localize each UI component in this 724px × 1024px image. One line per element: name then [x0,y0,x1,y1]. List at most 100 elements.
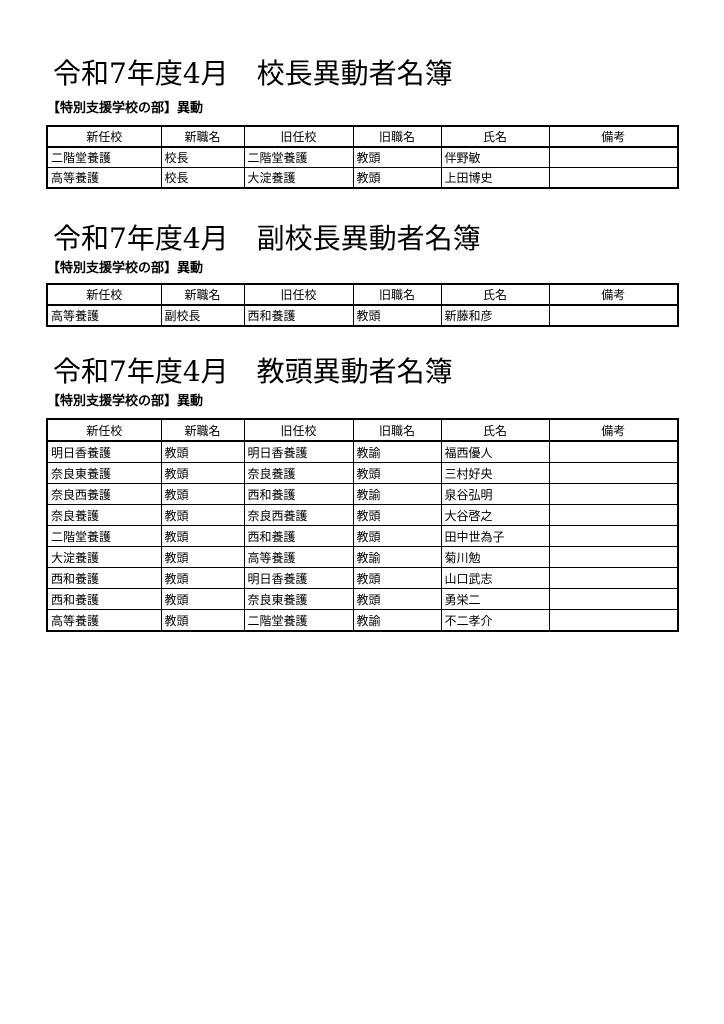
table-row: 明日香養護 教頭 明日香養護 教諭 福西優人 [46,440,679,463]
column-header-old-school: 旧任校 [243,283,354,306]
section-title-principal: 令和7年度4月 校長異動者名簿 [53,57,453,91]
cell-new-school: 奈良東養護 [46,462,162,484]
cell-remarks [548,567,679,589]
cell-new-school: 奈良養護 [46,504,162,526]
cell-old-school: 二階堂養護 [243,609,354,632]
cell-old-title: 教諭 [352,546,442,568]
cell-new-title: 教頭 [160,525,245,547]
column-header-old-school: 旧任校 [243,125,354,148]
title-era: 令和7年度4月 [53,57,229,90]
cell-name: 大谷啓之 [440,504,550,526]
cell-remarks [548,609,679,632]
column-header-name: 氏名 [440,418,550,442]
cell-name: 三村好央 [440,462,550,484]
cell-name: 福西優人 [440,440,550,463]
section-title-deputy-principal: 令和7年度4月 教頭異動者名簿 [53,355,453,389]
table-row: 高等養護 校長 大淀養護 教頭 上田博史 [46,167,679,189]
cell-new-title: 教頭 [160,462,245,484]
category-label-vice-principal: 【特別支援学校の部】異動 [47,260,204,275]
cell-remarks [548,483,679,505]
cell-new-school: 二階堂養護 [46,525,162,547]
cell-new-title: 校長 [160,167,245,189]
cell-name: 新藤和彦 [440,304,550,327]
cell-old-school: 西和養護 [243,525,354,547]
table-row: 西和養護 教頭 明日香養護 教頭 山口武志 [46,567,679,589]
cell-remarks [548,146,679,168]
cell-old-school: 明日香養護 [243,567,354,589]
cell-name: 田中世為子 [440,525,550,547]
column-header-new-title: 新職名 [160,283,245,306]
cell-remarks [548,588,679,610]
cell-old-school: 大淀養護 [243,167,354,189]
title-name: 副校長異動者名簿 [256,222,481,255]
category-label-principal: 【特別支援学校の部】異動 [47,100,204,115]
cell-new-school: 西和養護 [46,567,162,589]
table-row: 高等養護 教頭 二階堂養護 教諭 不二孝介 [46,609,679,632]
transfer-table-vice-principal: 新任校 新職名 旧任校 旧職名 氏名 備考 高等養護 副校長 西和養護 教頭 新… [46,283,679,327]
cell-name: 上田博史 [440,167,550,189]
table-row: 二階堂養護 校長 二階堂養護 教頭 伴野敏 [46,146,679,168]
cell-new-school: 高等養護 [46,167,162,189]
cell-old-school: 奈良東養護 [243,588,354,610]
cell-new-title: 校長 [160,146,245,168]
cell-old-school: 高等養護 [243,546,354,568]
column-header-new-school: 新任校 [46,283,162,306]
cell-remarks [548,304,679,327]
cell-old-title: 教頭 [352,588,442,610]
cell-new-title: 教頭 [160,483,245,505]
header-row: 新任校 新職名 旧任校 旧職名 氏名 備考 [46,418,679,442]
cell-old-title: 教頭 [352,462,442,484]
cell-old-title: 教諭 [352,609,442,632]
cell-new-title: 副校長 [160,304,245,327]
cell-old-school: 奈良養護 [243,462,354,484]
cell-old-school: 二階堂養護 [243,146,354,168]
cell-old-title: 教諭 [352,440,442,463]
table-row: 高等養護 副校長 西和養護 教頭 新藤和彦 [46,304,679,327]
cell-new-school: 二階堂養護 [46,146,162,168]
cell-name: 不二孝介 [440,609,550,632]
cell-new-school: 西和養護 [46,588,162,610]
column-header-remarks: 備考 [548,125,679,148]
header-row: 新任校 新職名 旧任校 旧職名 氏名 備考 [46,283,679,306]
title-name: 教頭異動者名簿 [256,355,453,388]
column-header-new-title: 新職名 [160,125,245,148]
column-header-name: 氏名 [440,283,550,306]
column-header-new-title: 新職名 [160,418,245,442]
cell-new-title: 教頭 [160,440,245,463]
title-name: 校長異動者名簿 [256,57,453,90]
table-row: 奈良養護 教頭 奈良西養護 教頭 大谷啓之 [46,504,679,526]
cell-name: 勇栄二 [440,588,550,610]
cell-old-school: 西和養護 [243,483,354,505]
transfer-table-deputy-principal: 新任校 新職名 旧任校 旧職名 氏名 備考 明日香養護 教頭 明日香養護 教諭 … [46,418,679,632]
cell-remarks [548,525,679,547]
column-header-new-school: 新任校 [46,418,162,442]
cell-remarks [548,546,679,568]
cell-new-school: 明日香養護 [46,440,162,463]
cell-remarks [548,167,679,189]
table-row: 大淀養護 教頭 高等養護 教諭 菊川勉 [46,546,679,568]
column-header-name: 氏名 [440,125,550,148]
cell-old-title: 教頭 [352,304,442,327]
cell-remarks [548,504,679,526]
cell-new-title: 教頭 [160,546,245,568]
column-header-remarks: 備考 [548,418,679,442]
table-row: 西和養護 教頭 奈良東養護 教頭 勇栄二 [46,588,679,610]
table-row: 奈良東養護 教頭 奈良養護 教頭 三村好央 [46,462,679,484]
cell-name: 菊川勉 [440,546,550,568]
cell-name: 山口武志 [440,567,550,589]
cell-remarks [548,440,679,463]
cell-remarks [548,462,679,484]
cell-new-title: 教頭 [160,609,245,632]
cell-old-school: 奈良西養護 [243,504,354,526]
category-label-deputy-principal: 【特別支援学校の部】異動 [47,393,204,408]
column-header-old-title: 旧職名 [352,125,442,148]
cell-new-title: 教頭 [160,588,245,610]
cell-new-school: 奈良西養護 [46,483,162,505]
cell-old-title: 教頭 [352,567,442,589]
column-header-old-school: 旧任校 [243,418,354,442]
cell-name: 泉谷弘明 [440,483,550,505]
column-header-old-title: 旧職名 [352,418,442,442]
cell-old-title: 教諭 [352,483,442,505]
column-header-old-title: 旧職名 [352,283,442,306]
